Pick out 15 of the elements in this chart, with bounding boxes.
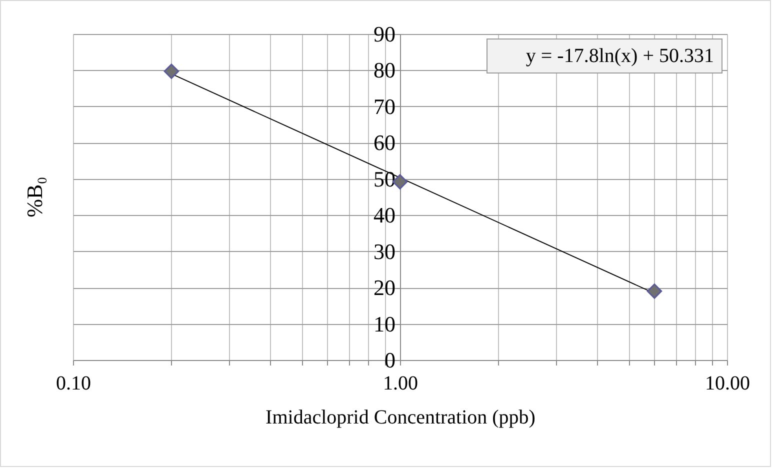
- y-tick-label: 70: [374, 94, 396, 119]
- x-tick-label: 0.10: [56, 372, 91, 394]
- y-tick-label: 10: [374, 311, 396, 336]
- annotation: y = -17.8ln(x) + 50.331: [526, 45, 714, 67]
- y-tick-label: 60: [374, 130, 396, 156]
- y-tick-label: 20: [374, 275, 396, 300]
- x-tick-label: 1.00: [383, 372, 418, 394]
- y-tick-label: 30: [374, 238, 396, 264]
- y-tick-label: 0: [384, 348, 396, 372]
- y-tick-label: 90: [374, 22, 396, 46]
- y-axis-title: %B₀: [22, 176, 47, 218]
- x-tick-label: 10.00: [705, 372, 750, 394]
- y-tick-label: 80: [374, 58, 396, 83]
- x-axis-title: Imidacloprid Concentration (ppb): [266, 406, 536, 428]
- y-tick-label: 40: [374, 202, 396, 228]
